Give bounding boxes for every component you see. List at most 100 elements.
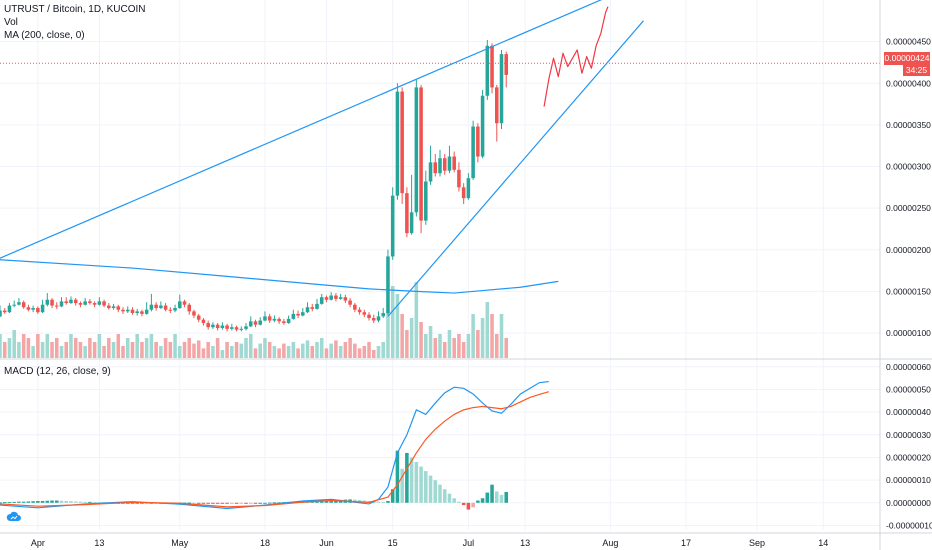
candle-body — [88, 301, 92, 304]
macd-histogram-bar — [73, 501, 78, 503]
price-tick-label: 0.00000100 — [886, 328, 931, 338]
last-price-badge: 0.00000424 — [884, 52, 930, 65]
macd-histogram-bar — [457, 501, 461, 503]
macd-histogram-bar — [334, 500, 338, 503]
volume-bar — [310, 346, 315, 358]
volume-bar — [315, 342, 319, 358]
candle-body — [424, 181, 428, 221]
volume-bar — [234, 342, 239, 358]
candle-body — [395, 91, 400, 196]
candle-body — [78, 303, 83, 305]
candle-body — [329, 295, 333, 300]
time-tick-label: 17 — [681, 538, 691, 548]
volume-bar — [499, 314, 504, 358]
volume-bar — [140, 342, 144, 358]
volume-bar — [419, 322, 423, 358]
macd-histogram-bar — [272, 502, 277, 504]
macd-histogram-bar — [277, 502, 281, 504]
macd-legend: MACD (12, 26, close, 9) — [4, 366, 111, 377]
macd-histogram-bar — [381, 501, 385, 503]
candle-body — [343, 297, 348, 301]
macd-histogram-bar — [253, 502, 258, 504]
volume-bar — [192, 343, 196, 358]
candle-body — [310, 307, 315, 309]
volume-bar — [433, 338, 438, 358]
candle-body — [504, 54, 509, 75]
macd-histogram-bar — [59, 500, 64, 503]
candle-body — [353, 304, 357, 310]
macd-histogram-bar — [192, 502, 196, 504]
volume-bar — [182, 342, 187, 358]
candle-body — [239, 328, 244, 330]
candle-body — [220, 325, 225, 329]
volume-bar — [168, 342, 173, 358]
vol-legend: Vol — [4, 17, 18, 28]
macd-histogram-bar — [499, 494, 504, 503]
candle-body — [471, 126, 475, 179]
candle-body — [428, 162, 433, 182]
candle-body — [234, 327, 239, 330]
candle-body — [92, 303, 97, 305]
candle-body — [267, 316, 272, 321]
volume-bar — [31, 346, 35, 358]
volume-bar — [466, 334, 471, 358]
volume-bar — [173, 334, 177, 358]
candle-body — [291, 313, 296, 319]
volume-bar — [55, 338, 59, 358]
time-tick-label: 14 — [818, 538, 828, 548]
candle-body — [159, 305, 163, 309]
volume-bar — [220, 350, 225, 358]
candle-body — [371, 318, 376, 321]
candle-body — [130, 309, 135, 314]
macd-tick-label: 0.00000010 — [886, 475, 931, 485]
macd-histogram-bar — [267, 502, 272, 504]
macd-histogram-bar — [83, 501, 87, 503]
macd-histogram-bar — [244, 502, 248, 504]
candle-body — [348, 300, 352, 305]
macd-histogram-bar — [187, 502, 192, 504]
tradingview-cloud-icon[interactable] — [6, 510, 22, 522]
volume-bar — [88, 338, 92, 358]
candle-body — [476, 126, 480, 157]
macd-tick-label: 0.00000000 — [886, 498, 931, 508]
candle-body — [367, 314, 371, 319]
candle-body — [182, 301, 187, 305]
macd-histogram-bar — [424, 471, 428, 503]
volume-bar — [78, 342, 83, 358]
macd-histogram-bar — [50, 500, 54, 503]
volume-bar — [305, 340, 310, 358]
ma-legend: MA (200, close, 0) — [4, 30, 85, 41]
candle-body — [282, 321, 286, 324]
volume-bar — [371, 350, 376, 358]
macd-histogram-bar — [433, 480, 438, 503]
time-tick-label: Jul — [463, 538, 475, 548]
macd-histogram-bar — [12, 501, 16, 503]
macd-histogram-bar — [2, 502, 7, 504]
candle-body — [225, 325, 229, 329]
volume-bar — [338, 346, 343, 358]
candle-body — [319, 297, 324, 304]
candle-body — [461, 187, 466, 199]
candle-body — [36, 308, 40, 313]
volume-bar — [376, 346, 381, 358]
macd-line — [0, 380, 549, 510]
volume-bar — [367, 342, 371, 358]
macd-tick-label: 0.00000060 — [886, 362, 931, 372]
volume-bar — [438, 334, 442, 358]
candle-body — [296, 313, 300, 316]
grid — [0, 0, 880, 530]
candle-body — [253, 321, 258, 325]
candle-body — [286, 318, 291, 324]
candle-body — [135, 311, 139, 314]
volume-bar — [471, 314, 475, 358]
volume-bar — [296, 348, 300, 358]
volume-bar — [428, 326, 433, 358]
volume-bar — [324, 348, 329, 358]
macd-histogram-bar — [31, 501, 35, 503]
volume-bar — [7, 338, 12, 358]
time-tick-label: 18 — [260, 538, 270, 548]
macd-tick-label: 0.00000030 — [886, 430, 931, 440]
candle-body — [400, 91, 404, 194]
candle-body — [140, 311, 144, 314]
macd-histogram-bar — [206, 502, 210, 504]
